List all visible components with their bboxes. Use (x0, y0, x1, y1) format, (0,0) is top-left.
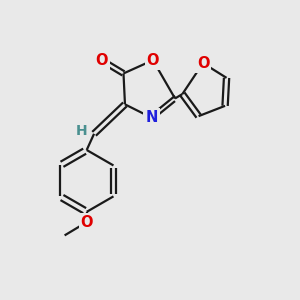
Text: O: O (147, 53, 159, 68)
Text: O: O (197, 56, 209, 70)
Text: H: H (76, 124, 88, 138)
Text: O: O (80, 214, 93, 230)
Text: O: O (95, 53, 108, 68)
Text: N: N (145, 110, 158, 125)
